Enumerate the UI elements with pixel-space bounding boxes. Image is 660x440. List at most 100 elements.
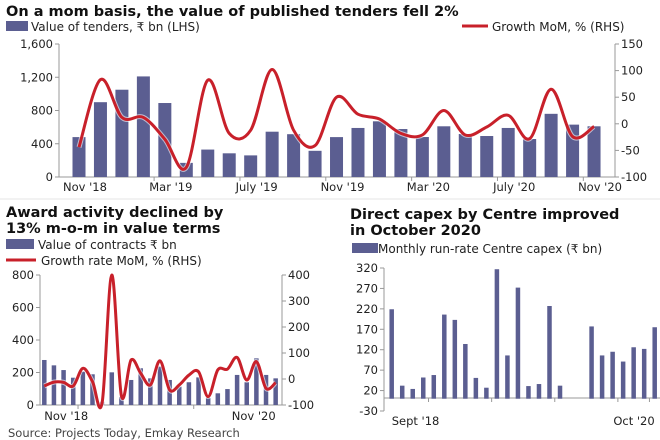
bar — [215, 393, 221, 405]
bar — [523, 139, 537, 177]
bar — [473, 377, 479, 399]
bar — [394, 129, 408, 177]
bar — [254, 358, 259, 405]
x-tick-label: Oct '20 — [613, 414, 654, 428]
y-tick-label-left: 0 — [46, 170, 53, 184]
bar — [115, 89, 129, 177]
chart1-legend-bar: Value of tenders, ₹ bn (LHS) — [31, 20, 200, 34]
bar — [631, 347, 636, 399]
y-tick-label-right: 200 — [288, 320, 310, 334]
bar — [109, 372, 115, 405]
chart1-legend-bar-swatch — [6, 21, 28, 31]
bar — [287, 134, 301, 177]
bar — [265, 131, 279, 177]
bar — [410, 388, 415, 399]
bar — [526, 386, 531, 399]
chart1-legend-line: Growth MoM, % (RHS) — [492, 20, 625, 34]
bar — [138, 368, 143, 405]
bar — [351, 127, 365, 177]
y-tick-label-right: -100 — [288, 398, 314, 412]
bar — [484, 387, 489, 399]
y-tick-label-left: 20 — [363, 384, 378, 398]
bar — [437, 126, 451, 177]
y-tick-label-left: 170 — [356, 322, 378, 336]
chart2-title-line1: Award activity declined by — [6, 205, 224, 221]
bar — [177, 386, 182, 405]
y-tick-label-left: 120 — [356, 343, 378, 357]
bar — [641, 348, 647, 399]
bar — [128, 379, 134, 405]
bar — [186, 382, 192, 405]
chart2-legend-bar: Value of contracts ₹ bn — [38, 238, 177, 252]
x-tick-label: Nov '18 — [63, 180, 107, 194]
bar — [136, 76, 150, 177]
bar — [244, 155, 258, 177]
bar — [70, 377, 76, 405]
bar — [463, 343, 468, 399]
y-tick-label-right: 300 — [288, 294, 310, 308]
bar — [72, 137, 86, 177]
bar — [536, 384, 542, 399]
bar — [452, 319, 458, 399]
bar — [480, 136, 494, 177]
x-tick-label: Nov '18 — [44, 409, 88, 423]
chart3-plot: -30 20 70 120 170 220 270 320 Sept '18 Oct '20 — [356, 261, 660, 428]
bar — [399, 385, 405, 399]
chart2-legend-bar-swatch — [6, 239, 34, 249]
y-tick-label-left: 800 — [12, 268, 34, 282]
bar — [610, 351, 615, 399]
bar — [431, 375, 437, 399]
bar — [557, 385, 563, 399]
bar — [119, 396, 124, 405]
y-tick-label-left: 600 — [12, 301, 34, 315]
bar — [494, 269, 500, 399]
x-tick-label: Mar '20 — [407, 180, 450, 194]
chart2-plot: 0 200 400 600 800 -100 0 100 200 300 400 Nov '18 Nov… — [12, 268, 314, 423]
bar — [222, 153, 236, 177]
bar — [458, 134, 472, 177]
bar — [205, 397, 211, 405]
bar — [587, 126, 601, 177]
bar — [148, 378, 153, 405]
x-tick-label: Nov '20 — [232, 409, 276, 423]
bar — [652, 327, 657, 399]
chart1-title: On a mom basis, the value of published t… — [6, 4, 459, 20]
y-tick-label-right: 0 — [288, 372, 295, 386]
x-tick-label: Nov '19 — [321, 180, 365, 194]
bar — [157, 366, 163, 405]
bar — [501, 127, 515, 177]
bar — [599, 355, 605, 399]
y-tick-label-right: 150 — [621, 37, 643, 51]
chart1-plot: 0 400 800 1,200 1,600 -100 -50 0 50 100 150 Nov '18… — [20, 37, 647, 194]
bar — [421, 377, 426, 399]
chart3-title-line2: in October 2020 — [350, 223, 481, 239]
y-tick-label-right: 50 — [621, 90, 636, 104]
bar — [330, 137, 344, 177]
y-tick-label-left: 1,600 — [20, 37, 53, 51]
bar — [42, 359, 47, 405]
x-tick-label: Sept '18 — [392, 414, 440, 428]
y-tick-label-left: -30 — [359, 404, 378, 418]
y-tick-label-right: 100 — [288, 346, 310, 360]
y-tick-label-left: 70 — [363, 363, 378, 377]
bar — [442, 314, 447, 399]
bar — [589, 326, 594, 399]
bar — [515, 287, 521, 399]
x-tick-label: July '20 — [492, 180, 535, 194]
x-tick-label: Mar '19 — [149, 180, 192, 194]
y-tick-label-right: 100 — [621, 64, 643, 78]
x-tick-label: Nov '20 — [578, 180, 622, 194]
y-tick-label-left: 800 — [31, 104, 53, 118]
y-tick-label-left: 320 — [356, 261, 378, 275]
bar — [80, 371, 86, 405]
bar — [244, 382, 249, 405]
chart2-legend-line: Growth rate MoM, % (RHS) — [41, 254, 202, 268]
bar — [225, 389, 230, 405]
bar — [234, 374, 240, 405]
bar — [51, 365, 57, 405]
y-tick-label-left: 220 — [356, 302, 378, 316]
bar — [389, 309, 394, 399]
y-tick-label-left: 0 — [27, 398, 34, 412]
y-tick-label-left: 400 — [31, 137, 53, 151]
